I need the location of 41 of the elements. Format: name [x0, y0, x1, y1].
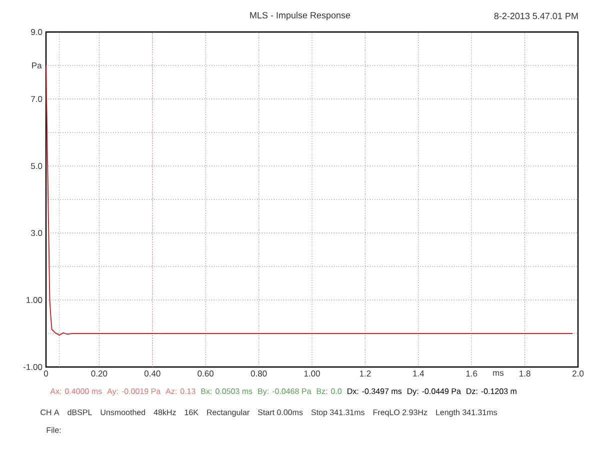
x-tick-label: 1.2 [360, 370, 371, 376]
text: CH A [40, 409, 60, 416]
text: File: [46, 427, 61, 433]
y-tick-label: 7.0 [31, 96, 42, 102]
x-tick-label: 0.60 [198, 370, 214, 377]
text: Ax: 0.4000 ms [50, 388, 102, 394]
x-axis-title: ms [493, 371, 504, 376]
text: Bz: 0.0 [316, 388, 342, 394]
chart-title: MLS - Impulse Response [250, 12, 350, 20]
text: Az: 0.13 [166, 388, 196, 394]
text: Stop 341.31ms [311, 409, 364, 417]
x-tick-label: 0 [44, 370, 48, 377]
x-tick-label: 0.40 [144, 370, 160, 377]
x-tick-label: 0.80 [250, 370, 267, 377]
x-tick-label: 1.4 [413, 370, 424, 376]
x-tick-label: 1.8 [520, 370, 530, 377]
text: By: -0.0468 Pa [258, 388, 312, 396]
y-tick-label: 9.0 [31, 29, 42, 36]
y-axis-title: Pa [32, 62, 42, 68]
x-tick-label: 0.20 [91, 370, 108, 377]
text: dBSPL [68, 409, 92, 416]
text: 8-2-2013 5.47.01 PM [494, 12, 578, 20]
text: Start 0.00ms [258, 409, 303, 416]
x-tick-label: 1.6 [466, 370, 478, 377]
y-tick-label: -1.00 [23, 364, 42, 370]
text: Rectangular [207, 409, 250, 417]
text: Dz: -0.1203 m [466, 388, 516, 394]
text: Unsmoothed [100, 409, 146, 416]
text: Dy: -0.0449 Pa [408, 388, 461, 396]
text: FreqLO 2.93Hz [373, 409, 428, 417]
y-tick-label: 1.00 [26, 297, 42, 304]
text: Dx: -0.3497 ms [348, 388, 402, 394]
y-tick-label: 5.0 [30, 163, 42, 170]
text: 48kHz [154, 409, 176, 416]
text: Ay: -0.0019 Pa [107, 388, 161, 396]
text: Length 341.31ms [436, 409, 498, 417]
text: 16K [184, 409, 198, 416]
text: Bx: 0.0503 ms [201, 388, 252, 394]
y-tick-label: 3.0 [30, 230, 42, 236]
x-tick-label: 2.0 [572, 370, 584, 377]
x-tick-label: 1.00 [304, 370, 320, 377]
